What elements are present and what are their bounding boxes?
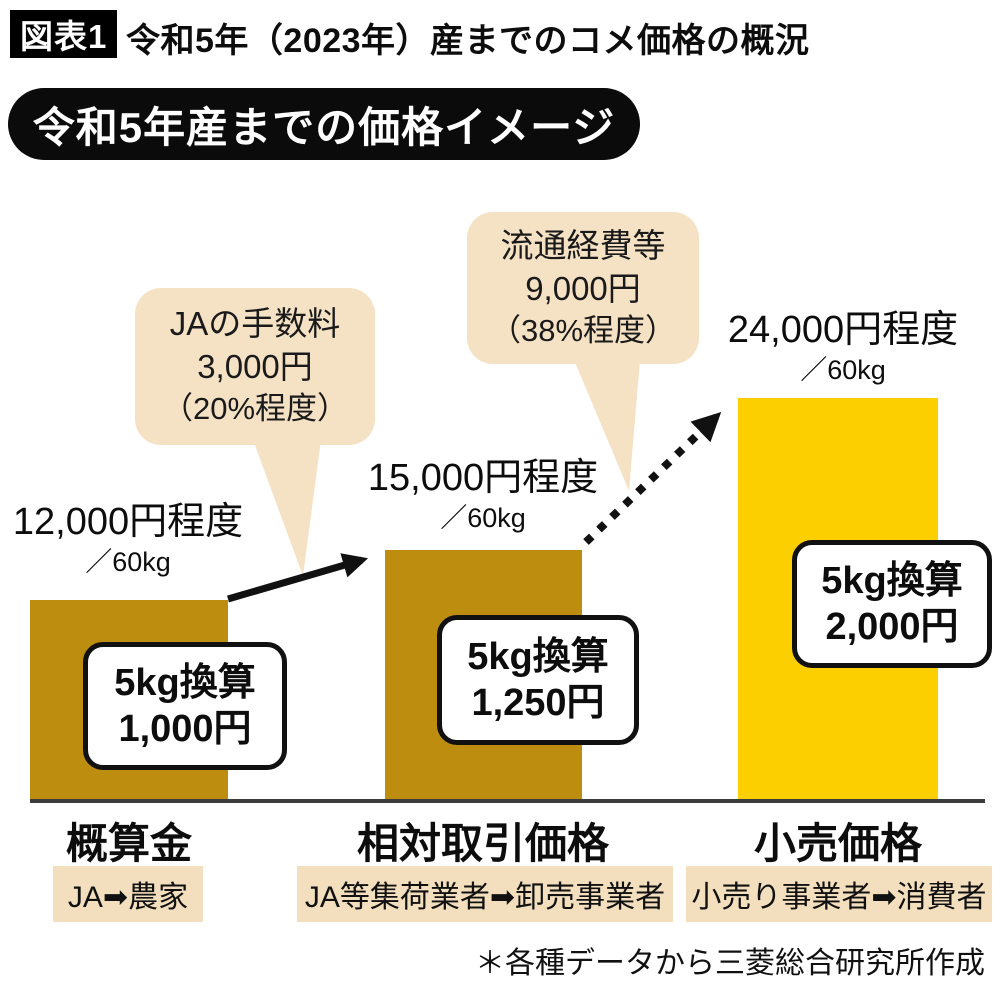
per-5kg-line: 2,000円	[825, 606, 959, 648]
flow-tag-label: 小売り事業者➡消費者	[691, 881, 987, 914]
bubble-line: （20%程度）	[161, 391, 349, 427]
per-5kg-line: 5kg換算	[114, 661, 256, 704]
page-title: 令和5年（2023年）産までのコメ価格の概況	[126, 22, 810, 60]
value-label-2: 15,000円程度 ／60kg	[355, 457, 611, 533]
per-5kg-line: 1,000円	[118, 708, 252, 750]
unit-text: ／60kg	[85, 546, 171, 577]
bubble-tail-1	[253, 440, 321, 576]
source-note: ＊各種データから三菱総合研究所作成	[475, 947, 985, 980]
per-5kg-box-2: 5kg換算 1,250円	[437, 615, 639, 745]
value-label-1: 12,000円程度 ／60kg	[0, 501, 256, 577]
per-5kg-line: 1,250円	[471, 682, 605, 724]
bubble-line: （38%程度）	[489, 312, 677, 348]
x-axis-line	[30, 799, 985, 803]
per-5kg-box-1: 5kg換算 1,000円	[83, 642, 287, 770]
chart-title-label: 令和5年産までの価格イメージ	[32, 103, 616, 151]
fee-bubble-distribution: 流通経費等 9,000円 （38%程度）	[467, 212, 699, 364]
per-5kg-line: 5kg換算	[467, 635, 609, 678]
bubble-line: 9,000円	[525, 269, 641, 307]
chart-title-banner: 令和5年産までの価格イメージ	[8, 88, 640, 160]
fee-bubble-ja: JAの手数料 3,000円 （20%程度）	[135, 288, 375, 445]
bubble-line: 流通経費等	[500, 226, 666, 264]
value-label-3: 24,000円程度 ／60kg	[715, 309, 971, 385]
category-label-kouri: 小売価格	[753, 820, 922, 867]
value-text: 24,000円程度	[727, 309, 959, 351]
bubble-line: 3,000円	[197, 348, 313, 386]
unit-text: ／60kg	[440, 502, 526, 533]
value-text: 12,000円程度	[12, 501, 244, 543]
category-label-aitai-torihiki: 相対取引価格	[356, 820, 609, 867]
unit-text: ／60kg	[800, 354, 886, 385]
per-5kg-box-3: 5kg換算 2,000円	[792, 540, 992, 668]
flow-tag-3: 小売り事業者➡消費者	[686, 866, 992, 922]
flow-tag-1: JA➡農家	[53, 866, 203, 922]
category-label-gaisankin: 概算金	[65, 820, 192, 867]
bubble-line: JAの手数料	[169, 305, 341, 343]
flow-tag-label: JA➡農家	[67, 881, 189, 914]
per-5kg-line: 5kg換算	[821, 559, 963, 602]
figure-number-badge: 図表1	[10, 10, 118, 58]
value-text: 15,000円程度	[367, 457, 599, 499]
flow-tag-2: JA等集荷業者➡卸売事業者	[297, 866, 673, 922]
flow-tag-label: JA等集荷業者➡卸売事業者	[304, 881, 666, 914]
